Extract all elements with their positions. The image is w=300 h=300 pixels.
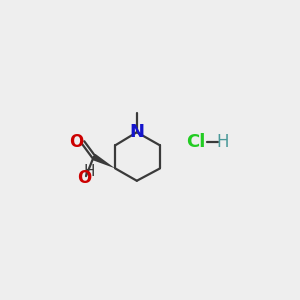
- Text: O: O: [77, 169, 92, 187]
- Text: H: H: [217, 133, 229, 151]
- Text: H: H: [83, 164, 95, 179]
- Polygon shape: [92, 154, 115, 168]
- Text: O: O: [69, 133, 83, 151]
- Text: N: N: [129, 123, 144, 141]
- Text: Cl: Cl: [186, 133, 206, 151]
